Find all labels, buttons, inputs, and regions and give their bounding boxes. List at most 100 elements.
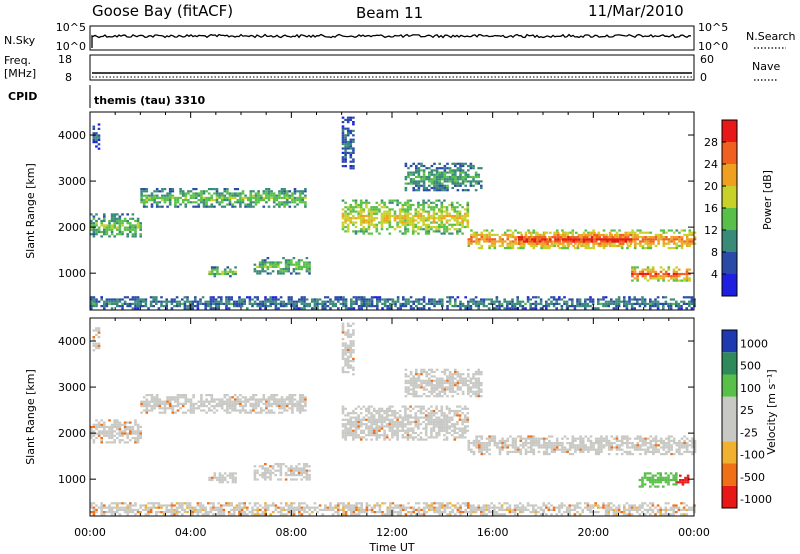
- echo-cell: [564, 240, 568, 243]
- echo-cell: [453, 412, 457, 415]
- echo-cell: [435, 302, 439, 305]
- echo-cell: [223, 190, 227, 193]
- echo-cell: [271, 471, 275, 474]
- echo-cell: [690, 300, 694, 303]
- echo-cell: [291, 201, 294, 204]
- echo-cell: [404, 436, 407, 439]
- echo-cell: [665, 453, 668, 456]
- echo-cell: [407, 167, 410, 170]
- echo-cell: [472, 178, 475, 181]
- echo-cell: [571, 453, 575, 456]
- echo-cell: [657, 439, 660, 442]
- echo-cell: [183, 307, 187, 310]
- echo-cell: [174, 411, 177, 414]
- echo-cell: [210, 400, 214, 403]
- echo-cell: [561, 442, 564, 445]
- echo-cell: [385, 206, 389, 209]
- echo-cell: [391, 298, 395, 301]
- echo-cell: [110, 428, 114, 431]
- echo-cell: [95, 342, 98, 345]
- echo-cell: [349, 324, 353, 327]
- echo-cell: [229, 476, 232, 479]
- echo-cell: [438, 180, 441, 183]
- echo-cell: [498, 238, 502, 241]
- echo-cell: [344, 206, 347, 209]
- echo-cell: [145, 398, 149, 401]
- echo-cell: [148, 400, 151, 403]
- echo-cell: [414, 210, 418, 213]
- echo-cell: [349, 167, 353, 170]
- echo-cell: [412, 182, 415, 185]
- echo-cell: [508, 300, 512, 303]
- echo-cell: [404, 164, 408, 168]
- echo-cell: [372, 409, 376, 413]
- echo-cell: [425, 381, 428, 385]
- echo-cell: [620, 435, 624, 438]
- echo-cell: [656, 305, 660, 308]
- echo-cell: [205, 398, 208, 401]
- echo-cell: [301, 190, 305, 193]
- echo-cell: [297, 259, 301, 262]
- echo-cell: [210, 188, 214, 191]
- echo-cell: [448, 228, 451, 231]
- echo-cell: [675, 272, 678, 276]
- echo-cell: [293, 201, 297, 204]
- echo-cell: [685, 268, 689, 271]
- echo-cell: [610, 302, 613, 305]
- echo-cell: [381, 302, 384, 305]
- echo-cell: [239, 409, 242, 412]
- echo-cell: [269, 476, 272, 479]
- echo-cell: [443, 412, 446, 415]
- echo-cell: [380, 423, 384, 426]
- echo-cell: [189, 411, 193, 414]
- echo-cell: [443, 184, 447, 187]
- echo-cell: [292, 467, 296, 470]
- echo-cell: [467, 439, 471, 442]
- echo-cell: [362, 221, 366, 224]
- echo-cell: [688, 240, 692, 243]
- echo-cell: [435, 228, 438, 231]
- echo-cell: [267, 409, 271, 412]
- echo-cell: [422, 416, 425, 419]
- echo-cell: [626, 450, 629, 453]
- echo-cell: [234, 472, 237, 475]
- nsearch-tick-low: 10^0: [698, 40, 728, 53]
- echo-cell: [184, 192, 188, 195]
- echo-cell: [433, 370, 436, 374]
- echo-cell: [448, 409, 451, 413]
- echo-cell: [118, 224, 122, 227]
- echo-cell: [231, 194, 234, 197]
- echo-cell: [600, 450, 603, 453]
- echo-cell: [308, 478, 311, 481]
- echo-cell: [594, 437, 598, 440]
- echo-cell: [341, 434, 345, 437]
- echo-cell: [577, 240, 581, 243]
- echo-cell: [419, 217, 423, 220]
- echo-cell: [100, 305, 103, 308]
- echo-cell: [456, 405, 459, 408]
- echo-cell: [517, 236, 521, 239]
- echo-cell: [631, 275, 634, 278]
- echo-cell: [147, 307, 150, 310]
- echo-cell: [166, 205, 169, 208]
- echo-cell: [357, 203, 360, 207]
- echo-cell: [239, 196, 242, 199]
- echo-cell: [564, 238, 568, 241]
- echo-cell: [419, 416, 423, 419]
- echo-cell: [249, 205, 253, 208]
- echo-cell: [662, 439, 666, 442]
- echo-cell: [341, 322, 345, 325]
- echo-cell: [155, 402, 159, 405]
- echo-cell: [252, 405, 255, 408]
- echo-cell: [258, 465, 262, 468]
- echo-cell: [422, 296, 426, 299]
- echo-cell: [623, 450, 627, 453]
- echo-cell: [311, 307, 314, 310]
- echo-cell: [346, 429, 350, 432]
- echo-cell: [582, 231, 586, 234]
- echo-cell: [166, 194, 169, 197]
- echo-cell: [480, 300, 483, 303]
- echo-cell: [308, 302, 311, 305]
- echo-cell: [508, 307, 512, 310]
- echo-cell: [571, 302, 574, 305]
